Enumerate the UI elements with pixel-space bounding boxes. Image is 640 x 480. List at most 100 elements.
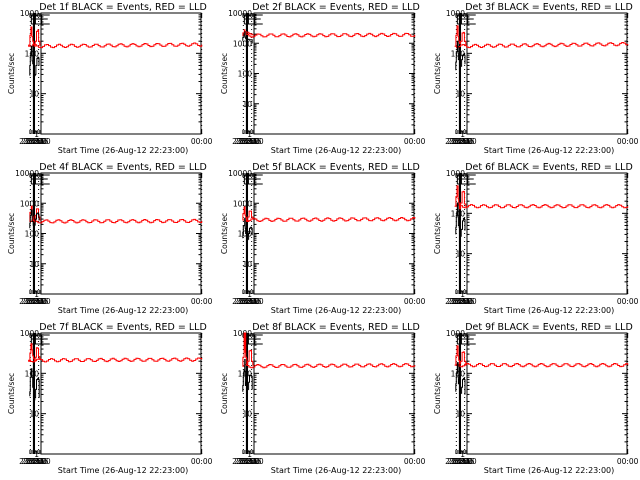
y-tick-label: 1 xyxy=(460,130,465,139)
x-tick-label: 22:45 xyxy=(240,297,262,306)
y-tick-label: 1000 xyxy=(233,39,252,48)
x-tick-label: 23:45 xyxy=(19,457,41,466)
x-tick-label: 00:00 xyxy=(617,297,639,306)
x-tick-label: 23:30 xyxy=(234,297,256,306)
y-tick-label: 1 xyxy=(460,290,465,299)
x-tick-label: 22:30 xyxy=(29,457,51,466)
plot-frame xyxy=(466,332,628,455)
plot-frame xyxy=(253,172,415,295)
y-tick-label: 1 xyxy=(460,450,465,459)
panel-title: Det 2f BLACK = Events, RED = LLD xyxy=(252,2,420,13)
x-tick-label: 23:15 xyxy=(23,457,45,466)
x-tick-label: 23:45 xyxy=(232,137,254,146)
x-tick-label: 23:45 xyxy=(232,297,254,306)
x-tick-label: 00:00 xyxy=(404,457,426,466)
segment-marker-e xyxy=(254,174,263,185)
x-tick-label: 23:30 xyxy=(21,137,43,146)
x-tick-label: 22:45 xyxy=(27,457,49,466)
x-tick-label: 23:15 xyxy=(449,137,471,146)
x-tick-label: 22:45 xyxy=(453,137,475,146)
x-tick-label: 22:45 xyxy=(240,137,262,146)
segment-marker-e xyxy=(30,14,40,25)
plot-frame xyxy=(253,332,415,455)
series-line-lld xyxy=(242,206,416,222)
series-line-events xyxy=(29,368,40,401)
x-axis-label: Start Time (26-Aug-12 22:23:00) xyxy=(484,466,615,475)
x-tick-label: 22:30 xyxy=(455,137,477,146)
segment-marker-e xyxy=(467,174,476,185)
y-tick-label: 10000 xyxy=(228,9,252,18)
x-tick-label: 22:30 xyxy=(455,297,477,306)
x-tick-label: 23:45 xyxy=(232,457,254,466)
panel-title: Det 4f BLACK = Events, RED = LLD xyxy=(39,162,207,173)
segment-marker-e xyxy=(456,14,466,25)
y-axis-label: Counts/sec xyxy=(433,213,442,254)
series-line-lld xyxy=(242,332,416,369)
x-tick-label: 22:30 xyxy=(29,297,51,306)
panel-det-4f: Det 4f BLACK = Events, RED = LLD11010010… xyxy=(7,162,213,315)
plot-frame xyxy=(466,172,628,295)
y-axis-label: Counts/sec xyxy=(220,213,229,254)
x-tick-label: 23:30 xyxy=(447,137,469,146)
x-tick-label: 23:30 xyxy=(447,457,469,466)
panel-title: Det 5f BLACK = Events, RED = LLD xyxy=(252,162,420,173)
x-tick-label: 23:15 xyxy=(23,297,45,306)
y-tick-label: 1 xyxy=(34,290,39,299)
x-tick-label: 22:45 xyxy=(240,457,262,466)
series-line-events xyxy=(242,359,253,392)
x-tick-label: 23:45 xyxy=(19,297,41,306)
series-line-events xyxy=(242,31,253,44)
x-tick-label: 23:00 xyxy=(238,457,260,466)
x-tick-label: 22:30 xyxy=(242,457,264,466)
y-tick-label: 10000 xyxy=(15,169,39,178)
x-tick-label: 00:00 xyxy=(617,137,639,146)
x-tick-label: 22:30 xyxy=(242,297,264,306)
panel-det-5f: Det 5f BLACK = Events, RED = LLD11010010… xyxy=(220,162,426,315)
x-tick-label: 23:15 xyxy=(236,457,258,466)
y-tick-label: 1000 xyxy=(233,199,252,208)
x-tick-label: 22:45 xyxy=(453,457,475,466)
x-tick-label: 23:30 xyxy=(234,457,256,466)
panel-det-9f: Det 9f BLACK = Events, RED = LLD11010010… xyxy=(433,322,639,475)
x-tick-label: 23:00 xyxy=(238,137,260,146)
x-tick-label: 00:00 xyxy=(404,137,426,146)
x-tick-label: 23:15 xyxy=(236,137,258,146)
panel-title: Det 9f BLACK = Events, RED = LLD xyxy=(465,322,633,333)
panel-det-6f: Det 6f BLACK = Events, RED = LLD11010010… xyxy=(433,162,639,315)
plot-frame xyxy=(253,12,415,135)
x-tick-label: 22:45 xyxy=(27,137,49,146)
panel-det-2f: Det 2f BLACK = Events, RED = LLD11010010… xyxy=(220,2,426,155)
x-tick-label: 23:00 xyxy=(451,137,473,146)
x-tick-label: 00:00 xyxy=(191,457,213,466)
series-line-events xyxy=(29,45,40,77)
x-axis-label: Start Time (26-Aug-12 22:23:00) xyxy=(58,306,189,315)
y-tick-label: 1 xyxy=(34,450,39,459)
segment-marker-e xyxy=(254,334,263,345)
y-axis-label: Counts/sec xyxy=(220,53,229,94)
x-tick-label: 23:00 xyxy=(238,297,260,306)
x-axis-label: Start Time (26-Aug-12 22:23:00) xyxy=(58,146,189,155)
x-tick-label: 23:30 xyxy=(21,457,43,466)
panel-det-8f: Det 8f BLACK = Events, RED = LLD11010010… xyxy=(220,322,426,475)
panel-det-7f: Det 7f BLACK = Events, RED = LLD11010010… xyxy=(7,322,213,475)
x-axis-label: Start Time (26-Aug-12 22:23:00) xyxy=(271,146,402,155)
x-tick-label: 23:45 xyxy=(445,297,467,306)
x-tick-label: 23:15 xyxy=(23,137,45,146)
segment-marker-e xyxy=(467,334,476,345)
plot-frame xyxy=(40,172,202,295)
series-line-lld xyxy=(28,26,203,49)
panel-title: Det 1f BLACK = Events, RED = LLD xyxy=(39,2,207,13)
panel-title: Det 3f BLACK = Events, RED = LLD xyxy=(465,2,633,13)
series-line-lld xyxy=(29,205,203,224)
segment-marker-e xyxy=(467,14,476,25)
x-axis-label: Start Time (26-Aug-12 22:23:00) xyxy=(484,306,615,315)
x-tick-label: 23:45 xyxy=(445,137,467,146)
series-line-lld xyxy=(242,29,416,38)
x-tick-label: 22:45 xyxy=(453,297,475,306)
series-line-events xyxy=(242,217,253,241)
x-tick-label: 22:45 xyxy=(27,297,49,306)
series-line-events xyxy=(29,209,40,229)
x-tick-label: 22:30 xyxy=(242,137,264,146)
x-tick-label: 00:00 xyxy=(191,297,213,306)
